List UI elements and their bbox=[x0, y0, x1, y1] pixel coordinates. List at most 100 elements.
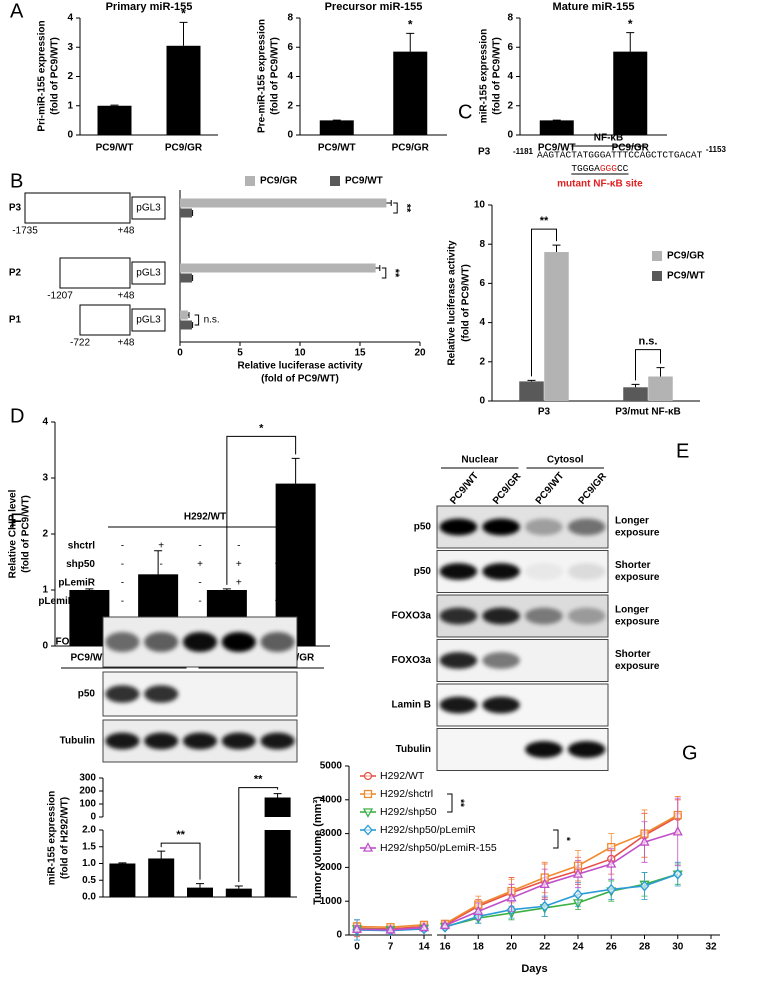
condition-sign: - bbox=[160, 559, 163, 570]
significance: n.s. bbox=[204, 315, 220, 326]
bar bbox=[180, 310, 188, 320]
condition-sign: - bbox=[160, 596, 163, 607]
series-line bbox=[444, 816, 679, 926]
significance: ** bbox=[454, 799, 465, 807]
y-tick-label: 4 bbox=[67, 13, 73, 24]
y-tick-label: 2 bbox=[287, 100, 293, 111]
y-tick-label: 0.0 bbox=[82, 892, 96, 903]
marker bbox=[363, 771, 373, 781]
error-bar bbox=[222, 588, 231, 590]
legend-label: PC9/WT bbox=[345, 176, 383, 187]
mutant-sequence: TGGGAGGGCC bbox=[571, 163, 628, 174]
blot-title: H292/WT bbox=[184, 512, 226, 523]
sequence-start: -1181 bbox=[513, 147, 534, 156]
x-tick-label: 10 bbox=[294, 348, 306, 359]
row-note: exposure bbox=[615, 617, 660, 628]
condition-sign: + bbox=[197, 559, 203, 570]
y-tick-label: 3000 bbox=[320, 828, 343, 839]
y-tick-label: 8 bbox=[479, 239, 485, 250]
x-tick-label: 5 bbox=[237, 348, 243, 359]
category-label: P1 bbox=[9, 315, 22, 326]
y-axis-label: Pri-miR-155 expression bbox=[37, 20, 48, 131]
end-label: +48 bbox=[118, 338, 135, 349]
row-label: FOXO3a bbox=[392, 655, 432, 666]
significance: ** bbox=[400, 204, 412, 213]
error-bar bbox=[187, 312, 190, 318]
legend-swatch bbox=[652, 251, 662, 261]
row-note: Longer bbox=[615, 605, 649, 616]
y-tick-label: 6 bbox=[287, 42, 293, 53]
panel-label: D bbox=[10, 405, 24, 427]
band bbox=[144, 685, 179, 703]
condition-sign: - bbox=[121, 578, 124, 589]
row-label: FOXO3a bbox=[392, 611, 432, 622]
panel-label: B bbox=[10, 170, 23, 192]
chart-title: Primary miR-155 bbox=[106, 1, 193, 13]
group-header: Nuclear bbox=[461, 455, 498, 466]
y-tick-label: 4 bbox=[507, 71, 513, 82]
legend-label: PC9/GR bbox=[667, 251, 705, 262]
band bbox=[439, 696, 478, 714]
y-tick-label: 200 bbox=[79, 786, 96, 797]
condition-label: pLemiR bbox=[58, 578, 95, 589]
y-tick-label: 1.0 bbox=[82, 858, 96, 869]
band bbox=[482, 607, 520, 625]
bar bbox=[180, 273, 192, 283]
y-tick-label: 2 bbox=[67, 71, 73, 82]
y-tick-label: 0 bbox=[42, 641, 48, 652]
significance: * bbox=[628, 17, 633, 31]
condition-label: shp50 bbox=[66, 559, 95, 570]
band bbox=[439, 563, 478, 580]
x-tick-label: 30 bbox=[672, 942, 684, 953]
condition-sign: - bbox=[160, 578, 163, 589]
band bbox=[482, 696, 520, 714]
condition-sign: + bbox=[275, 596, 281, 607]
x-tick-label: PC9/GR bbox=[392, 143, 430, 154]
significance: ** bbox=[254, 774, 263, 786]
error-bar bbox=[196, 883, 204, 888]
marker bbox=[573, 888, 583, 900]
marker bbox=[672, 868, 683, 880]
row-label: p50 bbox=[414, 566, 432, 577]
legend-label: H292/shp50/pLemiR-155 bbox=[380, 842, 497, 854]
bar bbox=[180, 263, 376, 273]
lane-label: PC9/GR bbox=[491, 470, 524, 506]
error-bar bbox=[234, 885, 243, 889]
x-tick-label: 18 bbox=[473, 942, 485, 953]
y-axis-label: Relative ChIP level bbox=[8, 489, 19, 578]
x-tick-label: 0 bbox=[177, 348, 183, 359]
bar bbox=[264, 830, 291, 897]
y-axis-label: Pre-miR-155 expression bbox=[257, 19, 268, 133]
x-tick-label: 26 bbox=[606, 942, 618, 953]
significance: * bbox=[408, 18, 413, 32]
x-tick-label: P3 bbox=[538, 407, 551, 418]
marker bbox=[363, 824, 373, 836]
bar bbox=[519, 381, 544, 401]
y-axis-label: miR-155 expression bbox=[47, 791, 58, 886]
significance: * bbox=[560, 837, 571, 841]
marker bbox=[362, 808, 374, 818]
y-tick-label: 0 bbox=[90, 812, 96, 823]
y-axis-label: (fold of H292/WT) bbox=[60, 797, 71, 879]
bar bbox=[539, 120, 574, 135]
x-axis-label: Relative luciferase activity bbox=[237, 361, 363, 372]
bracket bbox=[160, 842, 201, 880]
significance: ** bbox=[389, 269, 401, 278]
marker bbox=[385, 924, 396, 934]
band bbox=[260, 732, 295, 750]
y-axis-label: Relative luciferase activity bbox=[447, 240, 458, 366]
bar bbox=[187, 887, 213, 897]
site-label: NF-κB bbox=[594, 133, 623, 144]
sequence: AAGTACTATGGGATTTCCAGCTCTGACAT bbox=[537, 150, 703, 161]
row-note: exposure bbox=[615, 661, 660, 672]
bracket bbox=[635, 349, 661, 381]
x-tick-label: 15 bbox=[354, 348, 366, 359]
y-tick-label: 2 bbox=[42, 529, 48, 540]
row-label: Lamin B bbox=[392, 700, 431, 711]
band bbox=[567, 741, 606, 758]
chart-title: Precursor miR-155 bbox=[325, 1, 423, 13]
end-label: +48 bbox=[118, 291, 135, 302]
y-tick-label: 0.5 bbox=[82, 875, 96, 886]
vector-label: pGL3 bbox=[136, 203, 161, 214]
